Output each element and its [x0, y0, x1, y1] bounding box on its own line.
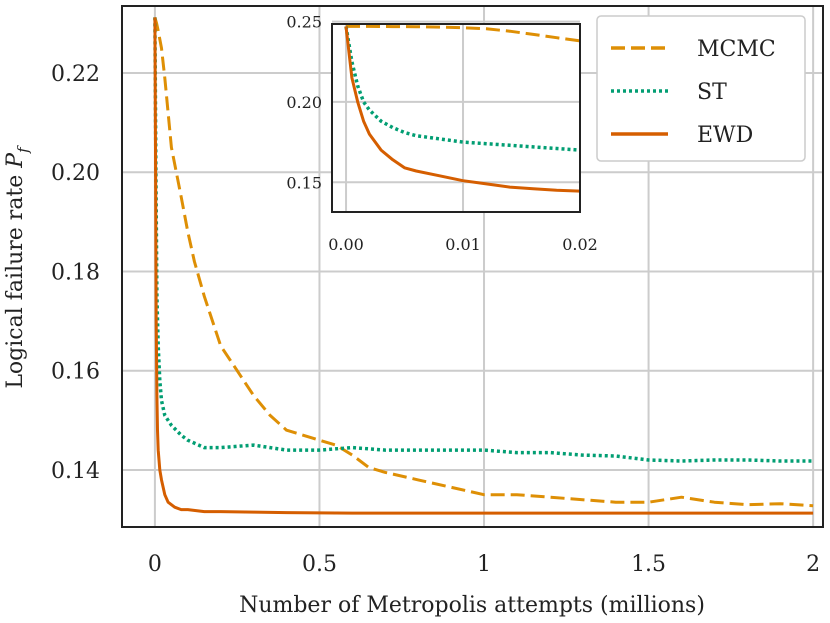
- y-axis-label-symbol: P: [3, 152, 28, 169]
- inset-x-tick-label: 0.01: [445, 235, 481, 254]
- inset-background: [332, 24, 580, 212]
- inset-y-tick-label: 0.20: [286, 93, 322, 112]
- y-axis-label-prefix: Logical failure rate: [3, 168, 28, 389]
- legend-label-mcmc: MCMC: [697, 37, 776, 62]
- main-y-tick-label: 0.20: [51, 161, 100, 186]
- main-x-tick-label: 2: [806, 552, 820, 577]
- main-x-tick-label: 0.5: [302, 552, 337, 577]
- inset-series-st: [344, 26, 581, 152]
- legend-box: [596, 15, 806, 162]
- main-x-tick-label: 1: [477, 552, 491, 577]
- main-series-st: [153, 17, 814, 463]
- y-axis-label: Logical failure rate Pf: [3, 145, 32, 389]
- main-y-tick-label: 0.18: [51, 260, 100, 285]
- y-axis-tick-labels: 0.14 0.16 0.18 0.20 0.22: [51, 62, 100, 484]
- main-y-tick-label: 0.16: [51, 360, 100, 385]
- main-y-tick-label: 0.22: [51, 62, 100, 87]
- inset-series-group: [344, 24, 581, 193]
- legend: MCMC ST EWD: [596, 15, 806, 162]
- inset-x-tick-label: 0.00: [328, 235, 364, 254]
- legend-items: MCMC ST EWD: [611, 37, 776, 148]
- main-y-tick-label: 0.14: [51, 459, 100, 484]
- inset-chart: 0.00 0.01 0.02 0.15 0.20 0.25: [286, 13, 597, 254]
- main-series-ewd: [153, 17, 814, 515]
- y-axis-label-subscript: f: [14, 145, 32, 154]
- inset-series-ewd: [344, 26, 581, 193]
- inset-y-tick-label: 0.15: [286, 173, 322, 192]
- x-axis-label: Number of Metropolis attempts (millions): [239, 593, 705, 618]
- inset-x-tick-labels: 0.00 0.01 0.02: [328, 235, 598, 254]
- inset-plot-frame: [331, 23, 581, 213]
- main-plot-frame: [121, 5, 824, 528]
- inset-x-tick-label: 0.02: [562, 235, 598, 254]
- x-axis-tick-labels: 0 0.5 1 1.5 2: [148, 552, 820, 577]
- main-x-tick-label: 1.5: [631, 552, 666, 577]
- main-series-mcmc: [153, 16, 814, 508]
- main-x-tick-label: 0: [148, 552, 162, 577]
- main-series-group: [153, 16, 814, 515]
- inset-y-tick-labels: 0.15 0.20 0.25: [286, 13, 322, 193]
- legend-label-ewd: EWD: [697, 123, 753, 148]
- legend-label-st: ST: [697, 80, 727, 105]
- inset-y-tick-label: 0.25: [286, 13, 322, 32]
